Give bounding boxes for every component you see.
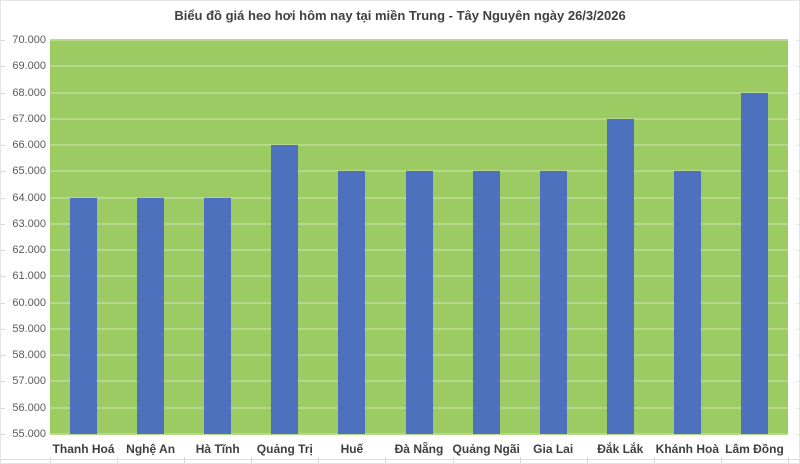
x-category-label: Đắk Lắk <box>597 442 644 456</box>
y-tick-label: 60.000 <box>12 296 46 309</box>
gridline <box>50 117 788 120</box>
y-axis-tick-right <box>796 171 799 172</box>
y-tick-label: 68.000 <box>12 86 46 99</box>
y-tick-label: 62.000 <box>12 244 46 257</box>
y-axis-tick <box>1 198 5 199</box>
gridline <box>50 65 788 68</box>
x-category-label: Khánh Hoà <box>655 442 720 456</box>
x-category-label: Thanh Hoá <box>52 442 115 456</box>
y-axis-tick <box>1 93 5 94</box>
y-axis-tick-right <box>796 145 799 146</box>
y-axis-tick-right <box>796 40 799 41</box>
bar <box>405 171 433 434</box>
x-axis-tick <box>184 457 185 463</box>
x-axis-tick <box>453 457 454 463</box>
y-tick-label: 61.000 <box>12 270 46 283</box>
y-axis-tick <box>1 355 5 356</box>
y-axis-tick <box>1 276 5 277</box>
y-axis-tick <box>1 434 5 435</box>
y-tick-label: 55.000 <box>12 428 46 440</box>
x-category-label: Hà Tĩnh <box>195 442 240 456</box>
x-category-label: Gia Lai <box>533 442 574 456</box>
bar <box>740 92 768 434</box>
y-tick-label: 58.000 <box>12 349 46 362</box>
bar <box>539 171 567 434</box>
x-axis-tick <box>520 457 521 463</box>
y-tick-label: 59.000 <box>12 322 46 335</box>
gridline <box>50 91 788 94</box>
bar <box>472 171 500 434</box>
y-axis-tick <box>1 145 5 146</box>
y-tick-label: 64.000 <box>12 191 46 204</box>
y-tick-label: 66.000 <box>12 139 46 152</box>
x-axis-line <box>1 459 799 460</box>
x-category-label: Nghệ An <box>126 442 176 456</box>
y-axis-tick-right <box>796 276 799 277</box>
x-category-label: Đà Nẵng <box>394 442 444 456</box>
y-axis-tick-right <box>796 355 799 356</box>
bar <box>70 197 98 434</box>
x-axis-tick <box>654 457 655 463</box>
y-axis-tick-right <box>796 93 799 94</box>
y-axis-tick <box>1 224 5 225</box>
y-axis-tick <box>1 171 5 172</box>
y-tick-label: 65.000 <box>12 165 46 178</box>
y-axis-tick-right <box>796 250 799 251</box>
bar <box>338 171 366 434</box>
y-axis-tick-right <box>796 381 799 382</box>
y-axis-tick <box>1 66 5 67</box>
y-axis-tick <box>1 408 5 409</box>
bar <box>204 197 232 434</box>
x-axis-tick <box>117 457 118 463</box>
y-axis-tick <box>1 250 5 251</box>
y-axis-tick-right <box>796 303 799 304</box>
bar <box>271 145 299 434</box>
y-axis-tick <box>1 329 5 330</box>
x-axis-tick <box>318 457 319 463</box>
y-axis-tick-right <box>796 66 799 67</box>
bar <box>606 118 634 434</box>
gridline <box>50 39 788 41</box>
x-category-label: Quảng Ngãi <box>452 442 520 456</box>
y-axis-tick-right <box>796 224 799 225</box>
y-axis-tick <box>1 119 5 120</box>
y-axis-tick-right <box>796 329 799 330</box>
y-axis-tick <box>1 303 5 304</box>
y-tick-label: 67.000 <box>12 112 46 125</box>
bar <box>673 171 701 434</box>
x-axis-tick <box>587 457 588 463</box>
x-axis-tick <box>788 457 789 463</box>
x-category-label: Lâm Đồng <box>725 442 784 456</box>
y-tick-label: 63.000 <box>12 217 46 230</box>
x-axis-tick <box>251 457 252 463</box>
y-tick-label: 56.000 <box>12 401 46 414</box>
y-axis-tick-right <box>796 408 799 409</box>
x-category-label: Quảng Trị <box>256 442 313 456</box>
y-axis-tick-right <box>796 434 799 435</box>
chart-title: Biểu đồ giá heo hơi hôm nay tại miền Tru… <box>174 8 626 23</box>
bar <box>137 197 165 434</box>
y-tick-label: 70.000 <box>12 34 46 46</box>
y-tick-label: 57.000 <box>12 375 46 388</box>
x-axis-tick <box>721 457 722 463</box>
gridline <box>50 144 788 147</box>
y-tick-label: 69.000 <box>12 60 46 73</box>
y-axis-tick-right <box>796 119 799 120</box>
gridline <box>50 433 788 435</box>
x-axis-tick <box>385 457 386 463</box>
x-category-label: Huế <box>340 442 364 456</box>
y-axis-tick <box>1 40 5 41</box>
y-axis-tick-right <box>796 198 799 199</box>
x-axis-tick <box>50 457 51 463</box>
y-axis-tick <box>1 381 5 382</box>
